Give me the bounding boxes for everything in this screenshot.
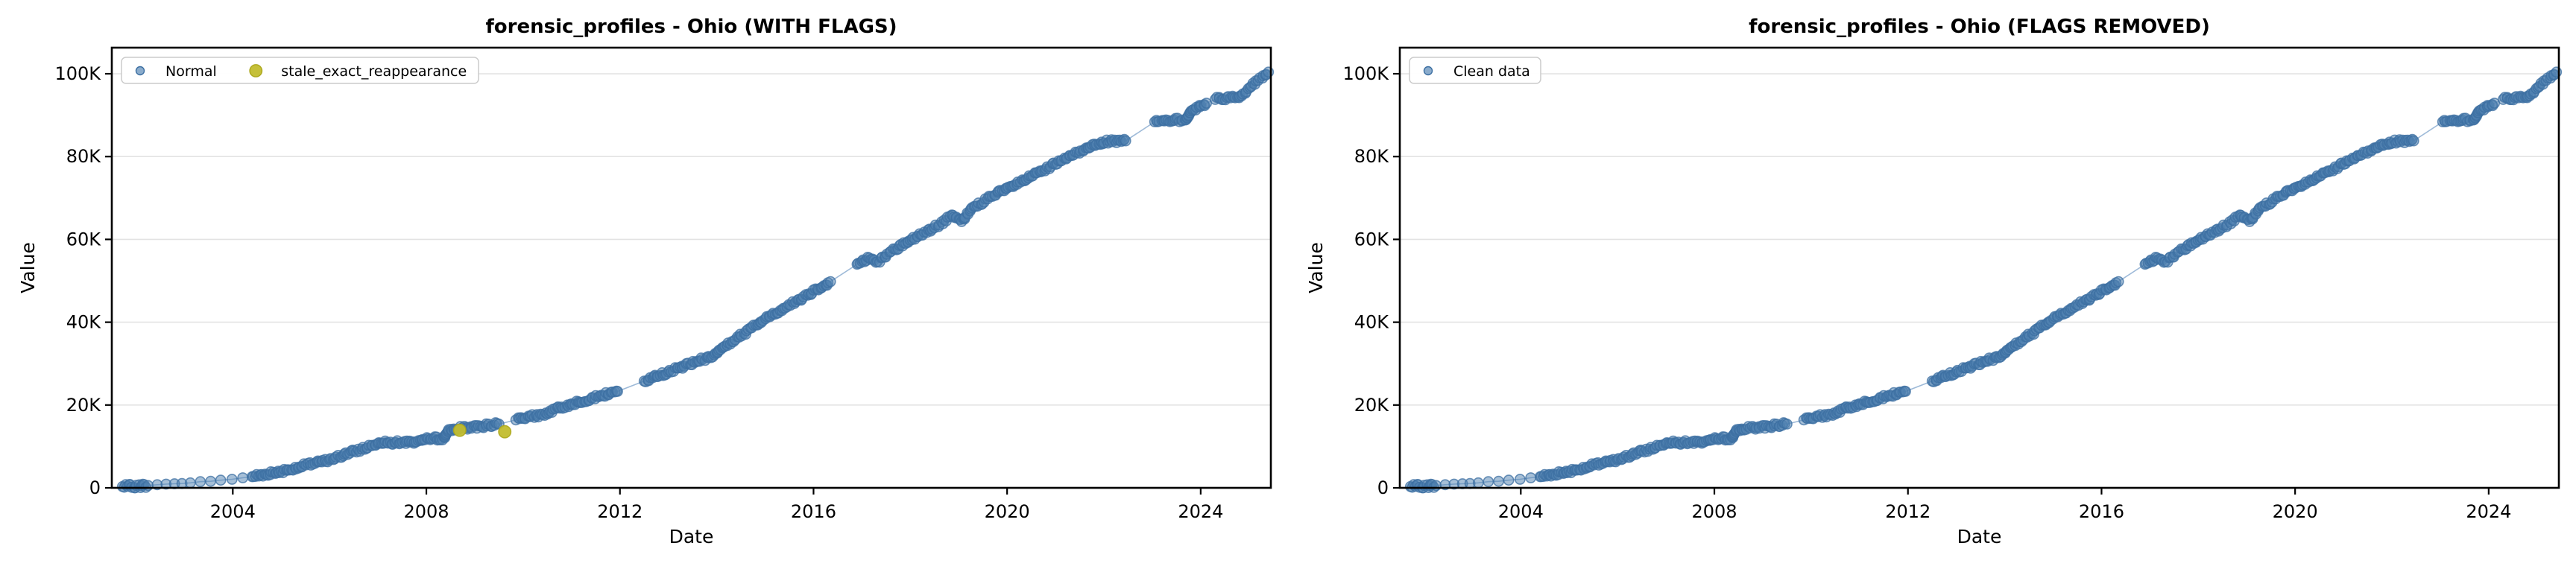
x-tick-label: 2024 — [1178, 501, 1223, 522]
y-tick-label: 20K — [1354, 395, 1390, 416]
chart-panel-flags-removed: 2004 2008 2012 2016 2020 2024 0 20K 40K 60K 80K 100… — [1288, 0, 2576, 572]
y-axis-label: Value — [17, 242, 39, 293]
legend-label: Clean data — [1453, 63, 1530, 80]
x-tick-label: 2012 — [1885, 501, 1931, 522]
x-tick-label: 2016 — [791, 501, 836, 522]
y-tick-label: 80K — [1354, 146, 1390, 167]
trend-line — [122, 72, 1269, 489]
x-tick-label: 2020 — [985, 501, 1030, 522]
x-tick-label: 2024 — [2466, 501, 2511, 522]
y-tick-label: 40K — [66, 312, 102, 333]
y-tick-label: 80K — [66, 146, 102, 167]
grid-lines — [112, 73, 1271, 406]
y-tick-label: 40K — [1354, 312, 1390, 333]
y-tick-label: 100K — [54, 63, 101, 84]
y-tick-label: 60K — [1354, 229, 1390, 250]
y-axis-label: Value — [1305, 242, 1327, 293]
x-tick-label: 2004 — [210, 501, 256, 522]
y-axis-ticks: 0 20K 40K 60K 80K 100K — [1342, 63, 1400, 498]
panel-title: forensic_profiles - Ohio (FLAGS REMOVED) — [1749, 16, 2210, 38]
legend-label: Normal — [165, 63, 217, 80]
x-tick-label: 2008 — [403, 501, 449, 522]
x-tick-label: 2020 — [2273, 501, 2318, 522]
x-axis-label: Date — [1957, 526, 2002, 547]
legend: Clean data — [1409, 57, 1541, 84]
legend-box — [1409, 57, 1541, 84]
normal-data-points — [116, 66, 1275, 494]
x-axis-label: Date — [669, 526, 714, 547]
legend-marker-normal — [1423, 66, 1433, 76]
chart-panel-with-flags: 2004 2008 2012 2016 2020 2024 0 20K 40K 60K 80K 100… — [17, 16, 1275, 547]
legend-box — [121, 57, 479, 84]
y-tick-label: 0 — [1377, 477, 1389, 498]
legend-label: stale_exact_reappearance — [281, 63, 467, 80]
legend-marker-flag — [249, 64, 263, 77]
panel-title: forensic_profiles - Ohio (WITH FLAGS) — [485, 16, 897, 38]
flagged-data-points — [452, 423, 512, 439]
y-tick-label: 0 — [89, 477, 101, 498]
y-tick-label: 60K — [66, 229, 102, 250]
legend-marker-normal — [135, 66, 145, 76]
grid-lines — [1400, 73, 2559, 406]
legend: Normal stale_exact_reappearance — [121, 57, 479, 84]
y-tick-label: 100K — [1342, 63, 1389, 84]
trend-line — [1410, 72, 2557, 489]
clean-data-points — [1404, 66, 2563, 494]
y-tick-label: 20K — [66, 395, 102, 416]
plot-frame — [1398, 46, 2560, 489]
x-axis-ticks: 2004 2008 2012 2016 2020 2024 — [1498, 488, 2511, 522]
x-tick-label: 2004 — [1498, 501, 1544, 522]
y-axis-ticks: 0 20K 40K 60K 80K 100K — [54, 63, 112, 498]
x-axis-ticks: 2004 2008 2012 2016 2020 2024 — [210, 488, 1223, 522]
plot-frame — [110, 46, 1272, 489]
x-tick-label: 2012 — [597, 501, 643, 522]
x-tick-label: 2016 — [2079, 501, 2124, 522]
x-tick-label: 2008 — [1691, 501, 1737, 522]
